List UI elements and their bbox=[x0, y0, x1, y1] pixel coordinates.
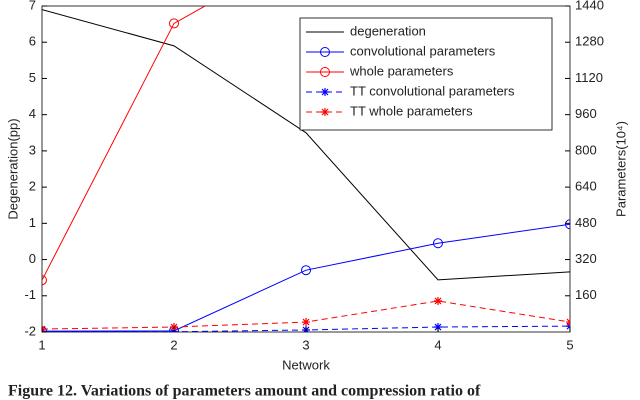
x-axis-label: Network bbox=[282, 357, 330, 372]
y-tick-label: 1 bbox=[29, 215, 36, 230]
legend-marker bbox=[321, 88, 329, 96]
y-tick-label: 2 bbox=[29, 179, 36, 194]
y2-tick-label: 1440 bbox=[575, 0, 604, 12]
y-tick-label: -1 bbox=[24, 287, 36, 302]
legend-marker bbox=[320, 67, 330, 77]
y2-tick-label: 640 bbox=[575, 179, 597, 194]
legend-label: TT whole parameters bbox=[350, 103, 473, 118]
legend-label: TT convolutional parameters bbox=[350, 83, 515, 98]
x-tick-label: 2 bbox=[170, 337, 177, 352]
y-tick-label: 4 bbox=[29, 106, 36, 121]
y2-tick-label: 1280 bbox=[575, 34, 604, 49]
legend-label: convolutional parameters bbox=[350, 43, 496, 58]
y-axis-label: Degeneration(pp) bbox=[5, 118, 20, 219]
point bbox=[566, 318, 570, 327]
x-tick-label: 4 bbox=[434, 337, 441, 352]
point bbox=[301, 265, 311, 276]
legend-box bbox=[299, 17, 553, 131]
y-tick-label: 0 bbox=[29, 251, 36, 266]
y2-tick-label: 320 bbox=[575, 251, 597, 266]
y-tick-label: -2 bbox=[24, 323, 36, 338]
series-line bbox=[42, 223, 570, 332]
y2-tick-label: 160 bbox=[575, 287, 597, 302]
y-tick-label: 5 bbox=[29, 70, 36, 85]
legend-marker bbox=[321, 108, 329, 116]
y-tick-label: 6 bbox=[29, 34, 36, 49]
point bbox=[565, 219, 570, 230]
legend-label: degeneration bbox=[350, 23, 426, 38]
caption: Figure 12. Variations of parameters amou… bbox=[8, 383, 481, 400]
y-tick-label: 3 bbox=[29, 142, 36, 157]
point bbox=[433, 238, 443, 249]
x-tick-label: 3 bbox=[302, 337, 309, 352]
x-tick-label: 5 bbox=[566, 337, 573, 352]
x-tick-label: 1 bbox=[38, 337, 45, 352]
y2-axis-label: Parameters(10⁴) bbox=[613, 121, 628, 217]
y2-tick-label: 480 bbox=[575, 215, 597, 230]
series-line bbox=[42, 6, 207, 281]
y2-tick-label: 960 bbox=[575, 106, 597, 121]
point bbox=[434, 296, 442, 305]
point bbox=[302, 318, 310, 327]
y2-tick-label: 800 bbox=[575, 142, 597, 157]
point bbox=[169, 18, 179, 29]
point bbox=[42, 275, 47, 286]
series-line bbox=[42, 9, 570, 281]
legend-label: whole parameters bbox=[349, 63, 454, 78]
y2-tick-label: 1120 bbox=[575, 70, 603, 85]
y-tick-label: 7 bbox=[29, 0, 36, 12]
legend-marker bbox=[320, 47, 330, 57]
